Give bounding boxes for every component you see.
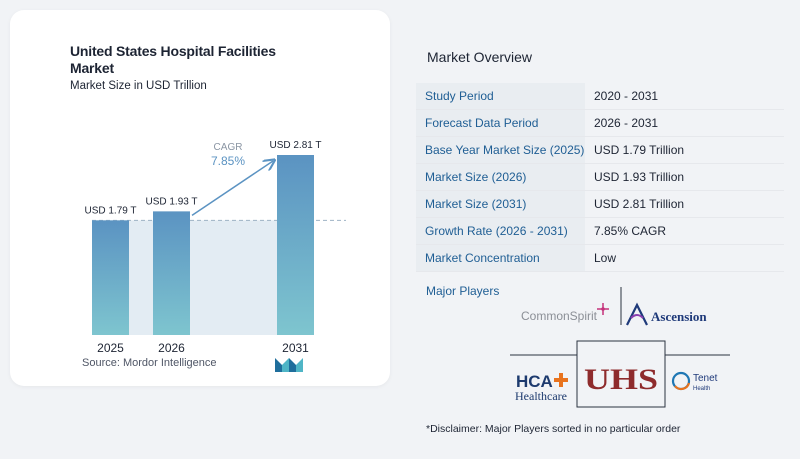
chart-title: United States Hospital Facilities Market xyxy=(70,43,276,76)
x-tick-label: 2031 xyxy=(282,341,309,355)
overview-value: USD 1.79 Trillion xyxy=(594,143,685,157)
bar-2025 xyxy=(92,220,129,335)
hca-healthcare-wordmark: Healthcare xyxy=(515,389,567,403)
ascension-a-icon xyxy=(626,302,648,326)
hca-plus-icon xyxy=(554,373,568,387)
data-label: USD 2.81 T xyxy=(269,140,321,151)
overview-row: Market Size (2031) USD 2.81 Trillion xyxy=(416,191,784,218)
tenet-health-wordmark: Health xyxy=(693,386,710,392)
overview-value: USD 2.81 Trillion xyxy=(594,197,685,211)
overview-title: Market Overview xyxy=(427,49,533,65)
disclaimer: *Disclaimer: Major Players sorted in no … xyxy=(426,423,681,435)
overview-label: Market Size (2031) xyxy=(416,191,585,217)
tenet-wordmark: Tenet xyxy=(693,373,718,384)
bar-chart: USD 1.79 T 2025 USD 1.93 T 2026 USD 2.81 T 20… xyxy=(84,140,346,355)
bar-2026 xyxy=(153,211,190,335)
bar-2031 xyxy=(277,155,314,335)
overview-value: 7.85% CAGR xyxy=(594,224,667,238)
overview-row: Study Period 2020 - 2031 xyxy=(416,83,784,110)
overview-value: Low xyxy=(594,251,617,265)
overview-label: Growth Rate (2026 - 2031) xyxy=(416,218,585,244)
hca-wordmark: HCA xyxy=(516,372,553,391)
baseline-band xyxy=(129,220,277,335)
overview-row: Growth Rate (2026 - 2031) 7.85% CAGR xyxy=(416,218,784,245)
major-players-title: Major Players xyxy=(426,284,500,298)
tenet-logo: Tenet Health xyxy=(671,371,718,392)
data-label: USD 1.79 T xyxy=(84,205,136,216)
mordor-logo-icon xyxy=(275,358,303,372)
overview-value: 2020 - 2031 xyxy=(594,89,659,103)
spirit-cross-icon xyxy=(597,303,609,315)
cagr-value: 7.85% xyxy=(211,154,245,168)
overview-row: Market Concentration Low xyxy=(416,245,784,272)
overview-label: Market Size (2026) xyxy=(416,164,585,190)
hca-logo: HCA Healthcare xyxy=(515,372,568,403)
overview-table: Study Period 2020 - 2031 Forecast Data P… xyxy=(416,83,784,272)
overview-label: Study Period xyxy=(416,83,585,109)
cagr-label: CAGR xyxy=(214,142,243,153)
overview-value: 2026 - 2031 xyxy=(594,116,659,130)
source-note: Source: Mordor Intelligence xyxy=(82,357,217,369)
major-players-logos: CommonSpirit Ascension HCA Healthcare UH… xyxy=(510,287,730,408)
cagr-arrow xyxy=(191,161,273,216)
overview-row: Forecast Data Period 2026 - 2031 xyxy=(416,110,784,137)
commonspirit-logo: CommonSpirit xyxy=(521,303,609,323)
overview-row: Market Size (2026) USD 1.93 Trillion xyxy=(416,164,784,191)
overview-value: USD 1.93 Trillion xyxy=(594,170,685,184)
x-tick-label: 2026 xyxy=(158,341,185,355)
ascension-logo: Ascension xyxy=(626,302,707,326)
uhs-logo: UHS xyxy=(584,363,658,396)
ascension-wordmark: Ascension xyxy=(651,309,707,324)
commonspirit-wordmark: CommonSpirit xyxy=(521,309,598,323)
overview-label: Base Year Market Size (2025) xyxy=(416,137,585,163)
overview-row: Base Year Market Size (2025) USD 1.79 Tr… xyxy=(416,137,784,164)
x-tick-label: 2025 xyxy=(97,341,124,355)
overview-label: Market Concentration xyxy=(416,245,585,271)
chart-subtitle: Market Size in USD Trillion xyxy=(70,80,207,92)
overview-label: Forecast Data Period xyxy=(416,110,585,136)
data-label: USD 1.93 T xyxy=(145,196,197,207)
logo-divider xyxy=(576,340,666,408)
